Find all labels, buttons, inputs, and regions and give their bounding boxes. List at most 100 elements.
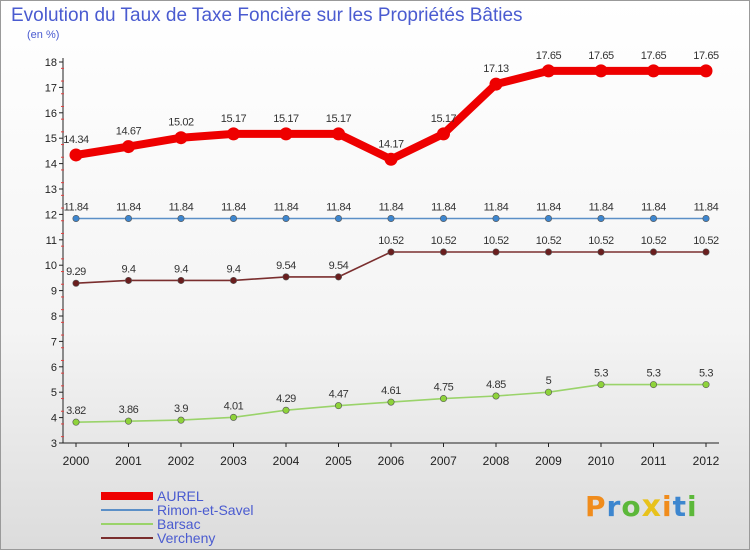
data-point-aurel <box>227 127 240 141</box>
data-point-barsac <box>597 381 605 389</box>
data-point-barsac <box>125 417 133 425</box>
data-label-rimon-et-savel: 11.84 <box>484 201 509 213</box>
legend-item-vercheny: Vercheny <box>101 531 253 545</box>
data-point-aurel <box>174 131 188 145</box>
data-point-aurel <box>384 152 398 166</box>
chart-ticks: 3 4 5 6 7 8 9 10 11 12 13 14 15 16 17 18 2000 2001 2002 200… <box>45 57 720 468</box>
data-label-vercheny: 10.52 <box>588 235 614 247</box>
data-label-aurel: 17.65 <box>693 50 719 62</box>
data-point-rimon-et-savel <box>282 214 290 222</box>
logo-letter: r <box>606 490 622 523</box>
data-point-rimon-et-savel <box>72 214 80 222</box>
y-tick-label: 10 <box>45 260 57 272</box>
data-label-rimon-et-savel: 11.84 <box>221 201 246 213</box>
legend-swatch <box>101 523 153 525</box>
chart-legend: AUREL Rimon-et-Savel Barsac Vercheny <box>101 489 253 545</box>
x-tick-label: 2006 <box>378 454 405 468</box>
data-point-vercheny <box>282 273 290 281</box>
data-label-aurel: 17.65 <box>641 50 667 62</box>
data-point-barsac <box>649 381 657 389</box>
legend-label: Vercheny <box>157 530 216 546</box>
data-label-vercheny: 10.52 <box>431 235 457 247</box>
data-point-barsac <box>702 381 710 389</box>
data-label-vercheny: 9.4 <box>226 263 240 275</box>
data-point-barsac <box>492 392 500 400</box>
y-tick-label: 6 <box>51 362 57 374</box>
data-label-barsac: 4.85 <box>486 379 506 391</box>
data-point-aurel <box>542 64 555 78</box>
x-tick-label: 2012 <box>693 454 720 468</box>
data-label-barsac: 5 <box>546 375 552 387</box>
legend-label: Rimon-et-Savel <box>157 502 254 518</box>
data-point-vercheny <box>649 248 657 256</box>
data-label-aurel: 14.67 <box>116 126 142 138</box>
data-point-rimon-et-savel <box>125 214 133 222</box>
data-label-barsac: 5.3 <box>594 368 608 380</box>
data-label-aurel: 14.17 <box>378 138 404 150</box>
y-tick-label: 11 <box>46 235 57 247</box>
data-label-barsac: 3.9 <box>174 403 188 415</box>
x-tick-label: 2008 <box>483 454 510 468</box>
data-point-rimon-et-savel <box>230 214 238 222</box>
data-point-aurel <box>69 148 83 162</box>
y-tick-label: 4 <box>51 413 57 425</box>
data-point-vercheny <box>544 248 552 256</box>
data-point-aurel <box>437 127 450 141</box>
data-label-rimon-et-savel: 11.84 <box>379 201 404 213</box>
y-tick-label: 15 <box>45 133 57 145</box>
data-label-barsac: 5.3 <box>699 368 713 380</box>
data-label-vercheny: 9.4 <box>174 263 188 275</box>
chart-title: Evolution du Taux de Taxe Foncière sur l… <box>11 5 523 26</box>
x-tick-label: 2010 <box>588 454 615 468</box>
data-point-barsac <box>282 406 290 414</box>
data-label-rimon-et-savel: 11.84 <box>694 201 719 213</box>
legend-label: Barsac <box>157 516 201 532</box>
data-label-barsac: 5.3 <box>646 368 660 380</box>
data-point-aurel <box>594 64 608 78</box>
data-point-rimon-et-savel <box>334 214 342 222</box>
data-label-rimon-et-savel: 11.84 <box>116 201 141 213</box>
data-label-rimon-et-savel: 11.84 <box>64 201 89 213</box>
data-point-barsac <box>439 395 447 403</box>
data-point-rimon-et-savel <box>544 214 552 222</box>
data-point-vercheny <box>439 248 447 256</box>
data-label-barsac: 4.75 <box>434 382 454 394</box>
logo-letter: i <box>661 490 673 523</box>
data-point-vercheny <box>702 248 710 256</box>
x-tick-label: 2011 <box>641 454 667 468</box>
x-tick-label: 2009 <box>535 454 562 468</box>
data-label-rimon-et-savel: 11.84 <box>536 201 561 213</box>
y-tick-label: 17 <box>45 82 57 94</box>
logo-letter: t <box>672 490 687 523</box>
data-label-barsac: 4.47 <box>329 389 349 401</box>
data-point-barsac <box>544 388 552 396</box>
logo-letter: P <box>585 490 607 523</box>
y-tick-label: 18 <box>45 57 57 69</box>
data-point-aurel <box>279 127 293 141</box>
logo-letter: x <box>641 489 662 524</box>
data-label-aurel: 15.17 <box>431 113 457 125</box>
data-label-rimon-et-savel: 11.84 <box>169 201 194 213</box>
y-axis-unit-label: (en %) <box>27 29 60 41</box>
data-label-aurel: 17.65 <box>536 50 562 62</box>
data-point-rimon-et-savel <box>597 214 605 222</box>
data-point-barsac <box>177 416 185 424</box>
data-label-barsac: 3.86 <box>119 404 139 416</box>
y-tick-label: 14 <box>45 159 57 171</box>
y-tick-label: 3 <box>51 438 57 450</box>
data-point-aurel <box>122 140 135 154</box>
y-tick-label: 12 <box>45 209 57 221</box>
data-label-barsac: 4.01 <box>224 400 244 412</box>
legend-swatch <box>101 492 153 500</box>
data-point-rimon-et-savel <box>649 214 657 222</box>
logo-letter: i <box>686 490 698 523</box>
x-tick-label: 2007 <box>430 454 457 468</box>
data-label-aurel: 15.17 <box>326 113 352 125</box>
data-point-rimon-et-savel <box>492 214 500 222</box>
y-tick-label: 16 <box>45 108 57 120</box>
data-label-aurel: 15.02 <box>168 117 194 129</box>
y-tick-label: 5 <box>51 387 57 399</box>
chart-data-labels: 11.84 11.84 11.84 11.84 11.84 11.84 11.84 11.84… <box>63 50 719 417</box>
